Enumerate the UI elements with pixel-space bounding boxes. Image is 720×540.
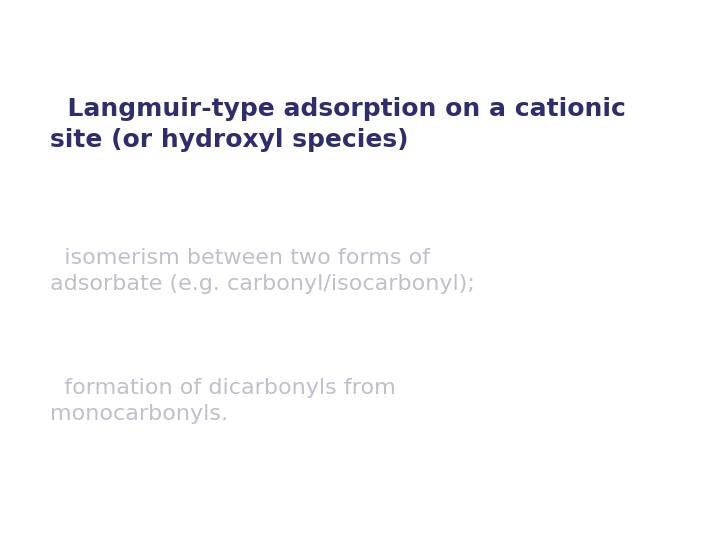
Text: Langmuir-type adsorption on a cationic
site (or hydroxyl species): Langmuir-type adsorption on a cationic s… [50,97,626,152]
Text: formation of dicarbonyls from
monocarbonyls.: formation of dicarbonyls from monocarbon… [50,378,396,423]
Text: isomerism between two forms of
adsorbate (e.g. carbonyl/isocarbonyl);: isomerism between two forms of adsorbate… [50,248,475,294]
